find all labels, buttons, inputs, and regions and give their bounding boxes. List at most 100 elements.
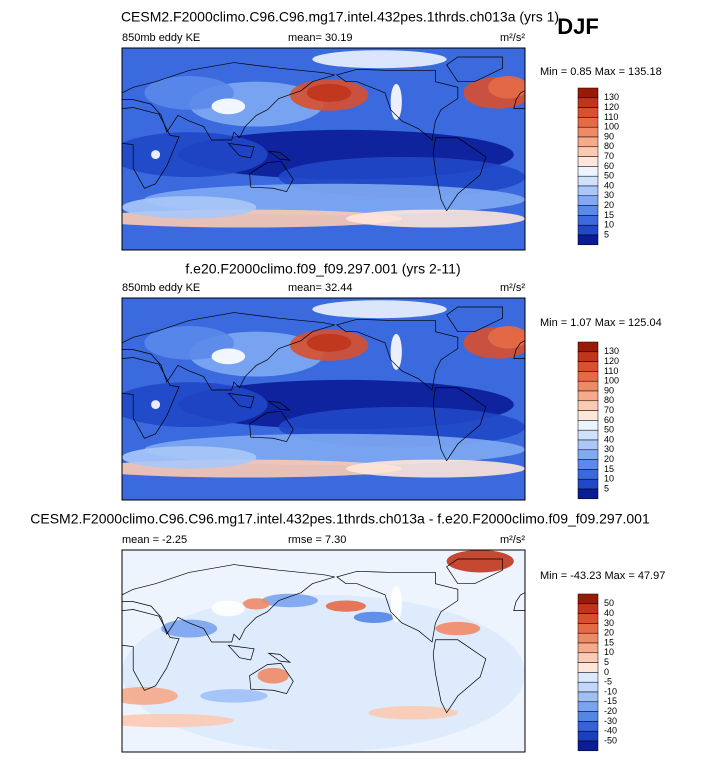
field-region (144, 326, 234, 360)
field-region (122, 713, 234, 728)
field-region (122, 594, 525, 752)
map-frame (121, 549, 526, 753)
colorbar-box (577, 593, 599, 605)
colorbar-label: 10 (604, 474, 614, 484)
colorbar-box (577, 390, 599, 402)
colorbar-label: 15 (604, 637, 614, 647)
colorbar-label: 20 (604, 628, 614, 638)
colorbar-label: -40 (604, 726, 617, 736)
coastline (513, 340, 525, 359)
colorbar-label: 80 (604, 395, 614, 405)
field-region (353, 611, 395, 623)
colorbar-box (577, 623, 599, 634)
season-label: DJF (557, 14, 599, 39)
colorbar-label: 90 (604, 131, 614, 141)
map (122, 48, 525, 250)
colorbar-box (577, 117, 599, 128)
field-region (488, 326, 525, 349)
colorbar-label: 0 (604, 667, 609, 677)
colorbar-label: 20 (604, 200, 614, 210)
colorbar-label: 5 (604, 657, 609, 667)
field-region (261, 593, 318, 608)
colorbar-label: 30 (604, 190, 614, 200)
colorbar-box (577, 87, 599, 99)
colorbar-box (577, 410, 599, 421)
coastline (122, 62, 335, 141)
colorbar-box (577, 185, 599, 197)
coastline (249, 160, 294, 193)
colorbar-box (577, 701, 599, 712)
colorbar-box (577, 215, 599, 226)
colorbar-box (577, 711, 599, 722)
colorbar-label: 100 (604, 122, 619, 132)
field-region (151, 150, 161, 160)
colorbar-box (577, 730, 599, 742)
coastline (336, 570, 459, 643)
field-region (390, 585, 402, 622)
colorbar-label: 70 (604, 405, 614, 415)
panel-title: f.e20.F2000climo.f09_f09.297.001 (yrs 2-… (185, 261, 460, 277)
colorbar-box (577, 681, 599, 693)
colorbar-label: 60 (604, 161, 614, 171)
colorbar-label: 40 (604, 180, 614, 190)
min-max: Min = 1.07 Max = 125.04 (540, 317, 662, 329)
min-max: Min = -43.23 Max = 47.97 (540, 570, 665, 582)
colorbar-label: 130 (604, 346, 619, 356)
panel-title: CESM2.F2000climo.C96.C96.mg17.intel.432p… (121, 9, 559, 25)
colorbar-box (577, 469, 599, 480)
colorbar-box (577, 478, 599, 490)
colorbar-box (577, 224, 599, 236)
colorbar-box (577, 371, 599, 382)
colorbar-label: -50 (604, 735, 617, 745)
field-region (211, 348, 246, 365)
panel-left-label: 850mb eddy KE (122, 32, 200, 44)
colorbar-box (577, 488, 599, 500)
coastline (513, 90, 525, 109)
coastline (122, 107, 180, 189)
colorbar-box (577, 420, 599, 431)
min-max: Min = 0.85 Max = 135.18 (540, 66, 662, 78)
field-region (488, 76, 525, 99)
colorbar-label: 110 (604, 112, 618, 122)
panel-center-label: mean= 32.44 (288, 282, 353, 294)
colorbar-label: 40 (604, 608, 614, 618)
map-frame (121, 47, 526, 251)
coastline (249, 410, 294, 443)
coastline (336, 68, 459, 141)
colorbar-label: 70 (604, 151, 614, 161)
colorbar-box (577, 166, 599, 177)
field-region (122, 382, 268, 428)
colorbar-box (577, 126, 599, 138)
panel-units: m²/s² (500, 282, 525, 294)
map-frame (121, 297, 526, 501)
colorbar-label: 130 (604, 92, 619, 102)
colorbar-box (577, 603, 599, 614)
colorbar-box (577, 672, 599, 683)
coastline (432, 137, 487, 212)
field-region (211, 600, 246, 617)
colorbar-label: 10 (604, 220, 614, 230)
colorbar-label: 5 (604, 483, 609, 493)
field-region (446, 550, 514, 573)
colorbar-box (577, 136, 599, 148)
colorbar-box (577, 429, 599, 441)
colorbar-label: -15 (604, 696, 617, 706)
colorbar-box (577, 351, 599, 362)
field-region (161, 619, 218, 638)
colorbar-box (577, 632, 599, 644)
field-region (390, 333, 402, 370)
coastline (446, 558, 503, 585)
colorbar-label: 30 (604, 618, 614, 628)
field-region (345, 209, 525, 228)
colorbar-box (577, 613, 599, 624)
colorbar-box (577, 380, 599, 392)
coastline (432, 639, 487, 714)
field-region (306, 83, 352, 102)
coastline (227, 644, 255, 661)
panel-units: m²/s² (500, 534, 525, 546)
colorbar-box (577, 175, 599, 187)
field-region (211, 98, 246, 115)
colorbar-label: 50 (604, 598, 614, 608)
field-region (312, 50, 447, 69)
